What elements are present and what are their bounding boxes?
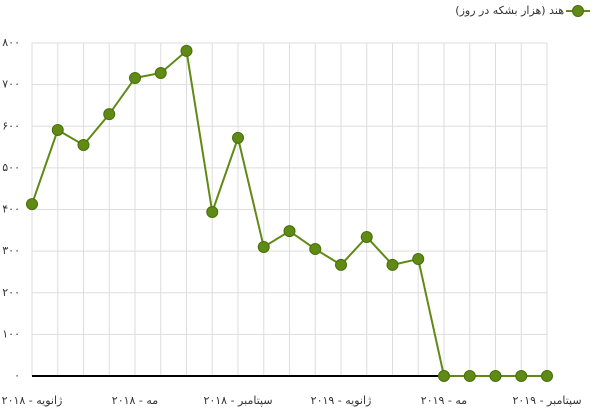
point [386, 258, 399, 271]
y-tick-label: ۲۰۰ [2, 286, 20, 299]
x-tick-label: مه - ۲۰۱۸ [112, 394, 159, 407]
point [154, 66, 167, 79]
legend-label: هند (هزار بشکه در روز) [455, 4, 564, 17]
point [283, 225, 296, 238]
point [309, 243, 322, 256]
y-tick-label: ۰ [14, 369, 20, 382]
point [515, 370, 528, 382]
y-tick-label: ۵۰۰ [2, 161, 20, 174]
point [438, 370, 450, 382]
y-tick-label: ۴۰۰ [2, 203, 20, 216]
legend-marker [572, 5, 584, 17]
point [103, 108, 116, 121]
x-tick-label: مه - ۲۰۱۹ [421, 394, 468, 407]
point [129, 71, 141, 84]
x-tick-label: ژانویه - ۲۰۱۸ [2, 394, 63, 407]
x-tick-label: ژانویه - ۲۰۱۹ [311, 394, 372, 407]
point [26, 198, 38, 211]
y-tick-label: ۳۰۰ [2, 244, 20, 257]
point [77, 138, 90, 151]
point [335, 258, 347, 271]
point [489, 370, 502, 382]
x-tick-label: سپتامبر - ۲۰۱۹ [512, 394, 581, 407]
point [180, 44, 193, 57]
point [360, 230, 373, 243]
y-tick-label: ۷۰۰ [2, 78, 20, 91]
point [206, 205, 219, 218]
point [541, 370, 553, 382]
y-tick-label: ۶۰۰ [2, 119, 20, 132]
y-tick-label: ۸۰۰ [2, 36, 20, 49]
point [412, 253, 425, 266]
x-tick-label: سپتامبر - ۲۰۱۸ [203, 394, 272, 407]
point [257, 240, 270, 253]
point [51, 123, 64, 136]
point [463, 370, 476, 382]
point [232, 131, 244, 144]
y-tick-label: ۱۰۰ [2, 327, 20, 340]
